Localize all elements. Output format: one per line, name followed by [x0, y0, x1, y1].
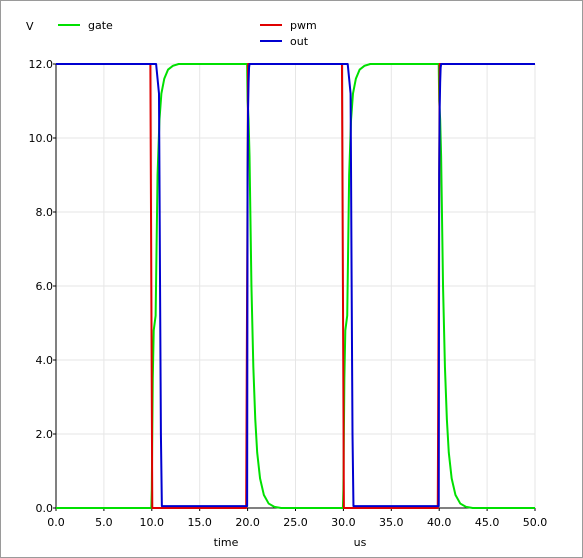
y-tick-label: 8.0 [36, 206, 54, 219]
x-tick-label: 40.0 [427, 516, 452, 529]
legend-label-gate: gate [88, 19, 113, 32]
x-tick-labels: 0.0 5.0 10.0 15.0 20.0 25.0 30.0 35.0 40.0 45.0 50… [47, 516, 547, 529]
y-tick-label: 6.0 [36, 280, 54, 293]
grid [55, 63, 536, 509]
legend: gate pwm out [58, 19, 317, 48]
x-tick-label: 35.0 [379, 516, 404, 529]
series-line-gate [56, 63, 535, 509]
x-tick-label: 15.0 [187, 516, 212, 529]
y-tick-label: 12.0 [29, 58, 54, 71]
series-lines [56, 63, 535, 509]
x-axis-unit: us [354, 536, 367, 549]
y-tick-label: 0.0 [36, 502, 54, 515]
x-tick-label: 0.0 [47, 516, 65, 529]
x-tick-label: 30.0 [331, 516, 356, 529]
legend-label-pwm: pwm [290, 19, 317, 32]
x-tick-label: 20.0 [235, 516, 260, 529]
legend-label-out: out [290, 35, 309, 48]
y-axis-label: V [26, 20, 34, 33]
x-tick-label: 25.0 [283, 516, 308, 529]
x-tick-label: 10.0 [140, 516, 165, 529]
x-tick-label: 50.0 [523, 516, 548, 529]
y-tick-label: 10.0 [29, 132, 54, 145]
axes [53, 63, 536, 511]
x-axis-label: time [214, 536, 239, 549]
y-tick-label: 4.0 [36, 354, 54, 367]
y-tick-labels: 0.0 2.0 4.0 6.0 8.0 10.0 12.0 [29, 58, 54, 515]
x-tick-label: 45.0 [475, 516, 500, 529]
y-tick-label: 2.0 [36, 428, 54, 441]
series-line-out [56, 63, 535, 508]
x-tick-label: 5.0 [95, 516, 113, 529]
